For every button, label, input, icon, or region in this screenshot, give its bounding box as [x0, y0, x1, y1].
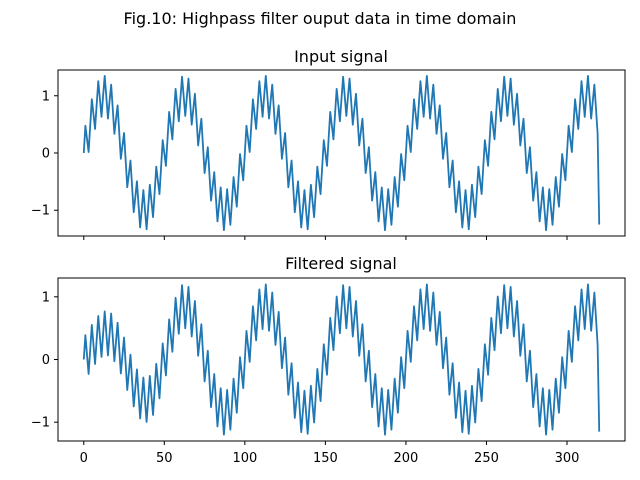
filtered-signal-xtick-label: 50 — [156, 451, 173, 466]
filtered-signal-ytick-label: 0 — [42, 353, 50, 368]
filtered-signal-xtick-label: 100 — [232, 451, 257, 466]
input-signal-title: Input signal — [294, 47, 388, 66]
input-signal-ytick-label: 0 — [42, 147, 50, 162]
filtered-signal-xtick-label: 300 — [555, 451, 580, 466]
filtered-signal-axes: Filtered signal 0 50 100 150 200 250 300 −1 0 1 — [31, 254, 626, 466]
filtered-signal-xtick-label: 250 — [474, 451, 499, 466]
figure-suptitle: Fig.10: Highpass filter ouput data in ti… — [124, 9, 517, 28]
filtered-signal-ytick-label: 1 — [42, 290, 50, 305]
filtered-signal-xtick-label: 200 — [394, 451, 419, 466]
filtered-signal-ytick-label: −1 — [31, 416, 50, 431]
input-signal-ticks: −1 0 1 — [31, 89, 568, 240]
filtered-signal-xtick-label: 0 — [80, 451, 88, 466]
filtered-signal-title: Filtered signal — [285, 254, 397, 273]
input-signal-ytick-label: 1 — [42, 89, 50, 104]
filtered-signal-ticks: 0 50 100 150 200 250 300 −1 0 1 — [31, 290, 580, 466]
input-signal-ytick-label: −1 — [31, 204, 50, 219]
filtered-signal-line — [82, 283, 601, 436]
input-signal-axes: Input signal −1 0 1 — [31, 47, 626, 240]
filtered-signal-xtick-label: 150 — [313, 451, 338, 466]
input-signal-line — [82, 74, 601, 232]
